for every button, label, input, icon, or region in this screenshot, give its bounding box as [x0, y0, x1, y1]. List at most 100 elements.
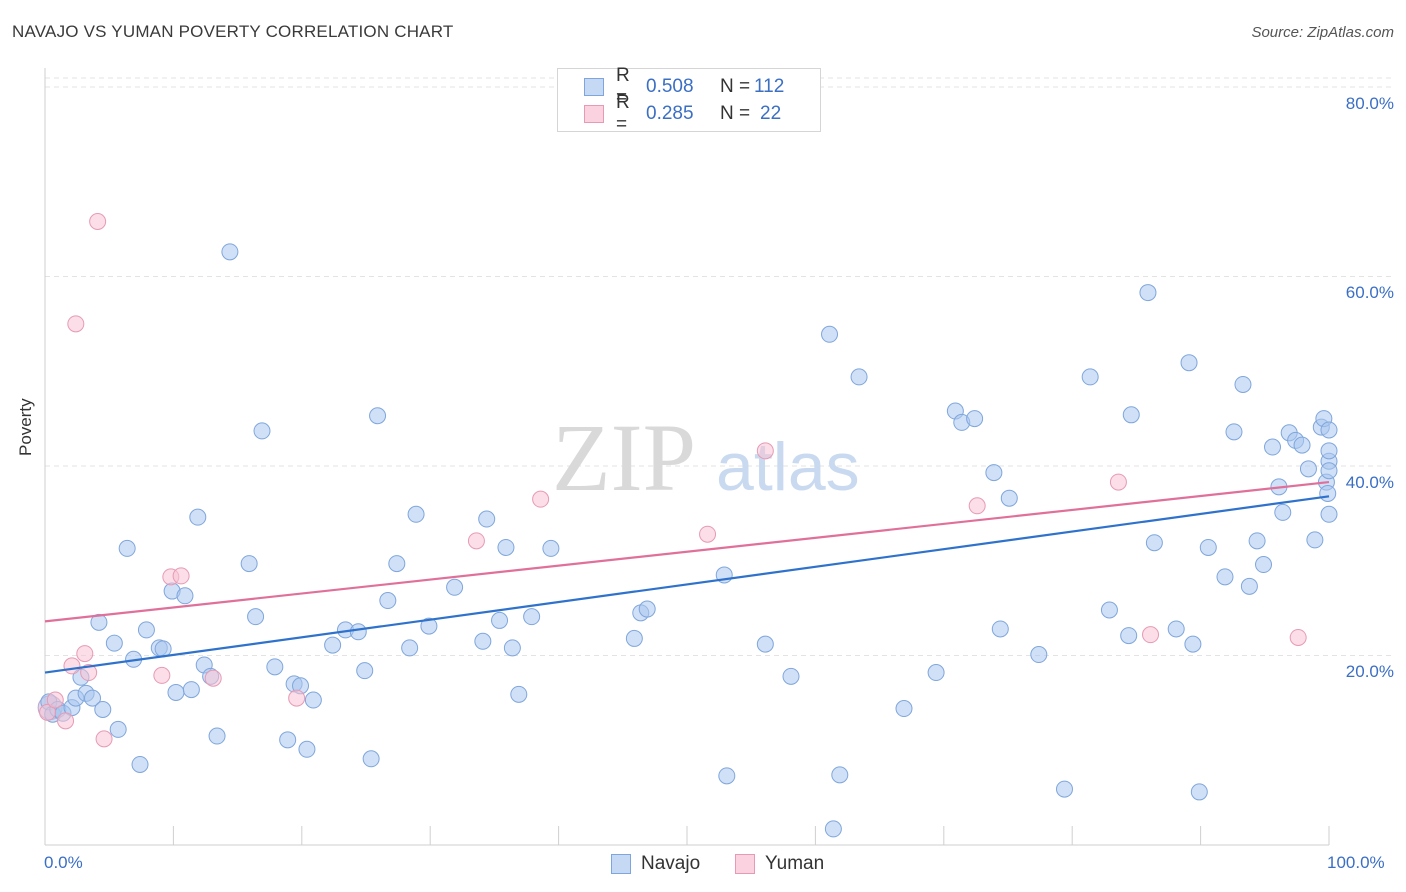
y-tick-label: 20.0%	[1345, 662, 1394, 682]
navajo-point	[324, 636, 342, 654]
navajo-point	[491, 611, 509, 629]
navajo-point	[1184, 635, 1202, 653]
navajo-point	[1320, 442, 1338, 460]
navajo-point	[1145, 534, 1163, 552]
navajo-point	[542, 539, 560, 557]
navajo-point	[1199, 538, 1217, 556]
y-tick-label: 40.0%	[1345, 472, 1394, 492]
navajo-point	[1055, 780, 1073, 798]
navajo-point	[1234, 375, 1252, 393]
yuman-point	[172, 567, 190, 585]
navajo-point	[1293, 436, 1311, 454]
yuman-legend-swatch	[735, 854, 755, 874]
yuman-point	[67, 315, 85, 333]
navajo-point	[105, 634, 123, 652]
yuman-point	[76, 645, 94, 663]
navajo-point	[362, 750, 380, 768]
yuman-point	[968, 497, 986, 515]
r-label: R =	[616, 65, 630, 108]
n-label: N =	[720, 76, 751, 97]
navajo-point	[1248, 532, 1266, 550]
navajo-point	[182, 681, 200, 699]
navajo-point	[208, 727, 226, 745]
yuman-point	[288, 689, 306, 707]
navajo-point	[1216, 568, 1234, 586]
navajo-point	[176, 587, 194, 605]
navajo-point	[523, 608, 541, 626]
navajo-point	[824, 820, 842, 838]
navajo-point	[991, 620, 1009, 638]
navajo-point	[1320, 421, 1338, 439]
yuman-point	[467, 532, 485, 550]
navajo-point	[478, 510, 496, 528]
navajo-point	[474, 632, 492, 650]
y-tick-label: 80.0%	[1345, 93, 1394, 113]
watermark: ZIP atlas	[552, 404, 860, 511]
trend-lines	[44, 480, 1330, 674]
yuman-point	[1109, 473, 1127, 491]
navajo-point	[1299, 460, 1317, 478]
yuman-point	[1142, 626, 1160, 644]
yuman-point	[39, 703, 57, 721]
navajo-point	[895, 700, 913, 718]
y-axis-label: Poverty	[16, 398, 35, 456]
navajo-point	[1240, 577, 1258, 595]
navajo-point	[247, 608, 265, 626]
navajo-point	[240, 555, 258, 573]
chart-title: NAVAJO VS YUMAN POVERTY CORRELATION CHAR…	[12, 22, 454, 41]
navajo-point	[279, 731, 297, 749]
navajo-point	[1190, 783, 1208, 801]
yuman-point	[756, 442, 774, 460]
navajo-point	[1180, 354, 1198, 372]
navajo-point	[131, 755, 149, 773]
navajo-point	[1320, 505, 1338, 523]
y-tick-label: 60.0%	[1345, 283, 1394, 303]
navajo-trend-line	[44, 495, 1330, 674]
navajo-point	[137, 621, 155, 639]
navajo-point	[1030, 646, 1048, 664]
navajo-point	[831, 766, 849, 784]
yuman-point	[57, 712, 75, 730]
legend-item-yuman: Yuman	[735, 852, 824, 876]
r-label: R =	[616, 92, 630, 135]
navajo-point	[821, 325, 839, 343]
r-value: 0.285	[646, 103, 694, 124]
yuman-point	[46, 691, 64, 709]
navajo-point	[503, 639, 521, 657]
navajo-point	[167, 683, 185, 701]
yuman-swatch	[584, 105, 604, 123]
yuman-point	[95, 730, 113, 748]
navajo-point	[369, 407, 387, 425]
n-value: 112	[754, 76, 785, 97]
stats-legend: R = 0.508 N = 112 R = 0.285 N = 22	[557, 65, 821, 135]
navajo-point	[966, 410, 984, 428]
yuman-point	[153, 666, 171, 684]
yuman-point	[80, 664, 98, 682]
legend-row-yuman: R = 0.285 N = 22	[584, 92, 781, 135]
navajo-point	[625, 629, 643, 647]
navajo-point	[927, 664, 945, 682]
navajo-point	[349, 623, 367, 641]
navajo-point	[1320, 462, 1338, 480]
x-tick-label-max: 100.0%	[1327, 853, 1385, 872]
navajo-point	[90, 613, 108, 631]
navajo-point	[718, 767, 736, 785]
yuman-point	[699, 525, 717, 543]
navajo-point	[1306, 531, 1324, 549]
yuman-trend-line	[44, 480, 1330, 623]
navajo-point	[1319, 484, 1337, 502]
navajo-point	[118, 539, 136, 557]
navajo-point	[446, 578, 464, 596]
legend-item-navajo: Navajo	[611, 852, 700, 876]
navajo-point	[1100, 601, 1118, 619]
navajo-point	[1139, 284, 1157, 302]
yuman-point	[1289, 628, 1307, 646]
r-value: 0.508	[646, 76, 694, 97]
source-note: Source: ZipAtlas.com	[1251, 24, 1394, 41]
yuman-point	[63, 657, 81, 675]
navajo-point	[985, 464, 1003, 482]
navajo-point	[379, 592, 397, 610]
navajo-point	[850, 368, 868, 386]
navajo-point	[497, 538, 515, 556]
navajo-point	[407, 505, 425, 523]
